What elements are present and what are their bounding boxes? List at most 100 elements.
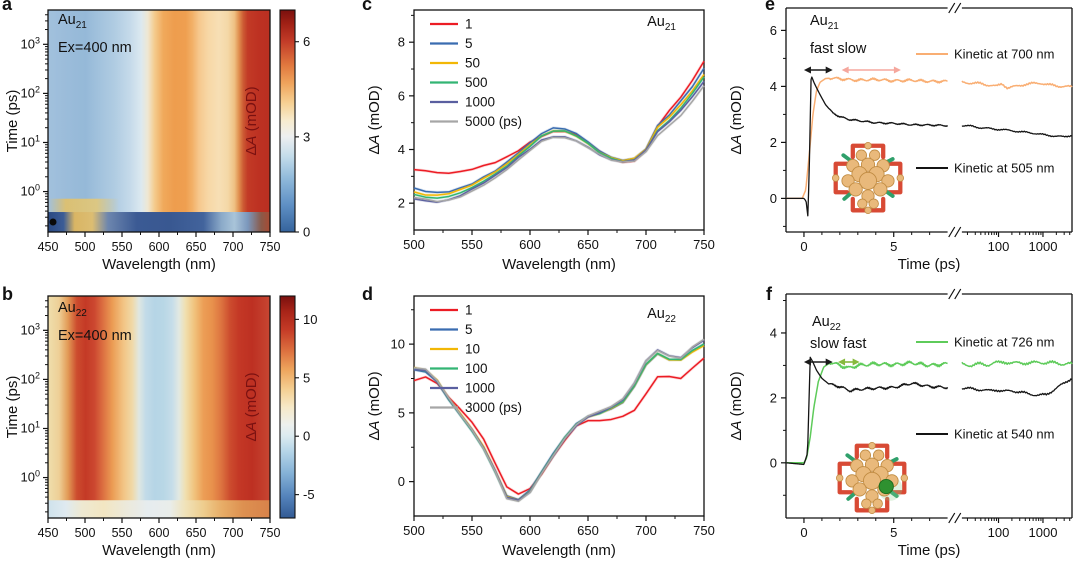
svg-text:10: 10	[465, 342, 480, 357]
panel-b-xlabel: Wavelength (nm)	[102, 542, 216, 559]
svg-text:500: 500	[403, 237, 425, 252]
panel-b-ylabel: Time (ps)	[4, 375, 21, 439]
svg-text:100: 100	[988, 525, 1010, 540]
svg-text:103: 103	[21, 35, 40, 51]
svg-text:650: 650	[577, 523, 599, 538]
svg-text:6: 6	[398, 88, 405, 103]
svg-text:1000: 1000	[465, 95, 495, 110]
panel-f-slow-fast-annotation: slow fast	[810, 336, 867, 352]
svg-text:750: 750	[693, 237, 715, 252]
svg-text:1000: 1000	[1029, 239, 1058, 254]
svg-text:750: 750	[260, 526, 281, 540]
panel-d: 500 550 600 650 700 750 0 5 10 1 5 10 100 1000 3000 (p…	[360, 284, 720, 572]
panel-c-cluster-label: Au21	[647, 14, 676, 33]
panel-b-excitation-label: Ex=400 nm	[58, 328, 132, 344]
svg-text:550: 550	[112, 240, 133, 254]
panel-c: 500 550 600 650 700 750 2 4 6 8 1 5 50 500 1000 5000 (p…	[360, 0, 720, 286]
panel-d-cluster-label: Au22	[647, 306, 676, 325]
svg-text:1: 1	[465, 303, 473, 318]
svg-text:4: 4	[398, 142, 405, 157]
panel-e-fast-slow-annotation: fast slow	[810, 41, 867, 57]
svg-text:101: 101	[21, 133, 40, 149]
svg-text:6: 6	[303, 34, 310, 49]
panel-a-colorbar-label: ΔA (mOD)	[243, 86, 260, 156]
panel-c-ylabel: ΔA (mOD)	[366, 85, 383, 155]
svg-text:4: 4	[770, 325, 777, 340]
svg-text:50: 50	[465, 56, 480, 71]
svg-text:2: 2	[770, 390, 777, 405]
svg-text:100: 100	[465, 361, 488, 376]
heatmap-a-plot: 450 500 550 600 650 700 750 100 101 102 103 0 3 6	[21, 9, 310, 254]
panel-f-ylabel: ΔA (mOD)	[728, 371, 745, 441]
panel-f-letter: f	[766, 284, 772, 304]
panel-a: 450 500 550 600 650 700 750 100 101 102 103 0 3 6 a A…	[0, 0, 360, 286]
svg-text:Kinetic at 700 nm: Kinetic at 700 nm	[954, 47, 1054, 62]
svg-text:10: 10	[391, 337, 405, 352]
svg-text:101: 101	[21, 419, 40, 435]
svg-text:2: 2	[770, 135, 777, 150]
svg-text:3000 (ps): 3000 (ps)	[465, 400, 522, 415]
panel-f: 0 5 100 1000 0 2 4 Kinetic at 726 nm Kinetic at …	[720, 284, 1080, 572]
svg-text:650: 650	[186, 526, 207, 540]
svg-text:700: 700	[223, 240, 244, 254]
panel-d-ylabel: ΔA (mOD)	[366, 371, 383, 441]
panel-a-xlabel: Wavelength (nm)	[102, 256, 216, 273]
svg-text:700: 700	[223, 526, 244, 540]
svg-text:6: 6	[770, 23, 777, 38]
svg-text:5: 5	[303, 370, 310, 385]
svg-text:100: 100	[21, 469, 40, 485]
svg-text:0: 0	[770, 191, 777, 206]
svg-text:600: 600	[519, 237, 541, 252]
svg-text:450: 450	[38, 240, 59, 254]
svg-text:102: 102	[21, 370, 40, 386]
svg-text:5: 5	[465, 322, 473, 337]
svg-text:100: 100	[21, 183, 40, 199]
svg-text:0: 0	[800, 525, 807, 540]
panel-d-xlabel: Wavelength (nm)	[502, 542, 616, 559]
svg-text:600: 600	[149, 240, 170, 254]
svg-text:500: 500	[75, 240, 96, 254]
svg-text:700: 700	[635, 237, 657, 252]
svg-text:650: 650	[577, 237, 599, 252]
svg-text:8: 8	[398, 35, 405, 50]
svg-text:3: 3	[303, 129, 310, 144]
kinetics-f-plot: 0 5 100 1000 0 2 4 Kinetic at 726 nm Kinetic at …	[770, 288, 1073, 540]
svg-text:Kinetic at 726 nm: Kinetic at 726 nm	[954, 335, 1054, 350]
svg-text:2: 2	[398, 196, 405, 211]
svg-text:103: 103	[21, 321, 40, 337]
svg-text:0: 0	[800, 239, 807, 254]
panel-a-cluster-label: Au21	[58, 12, 87, 31]
svg-text:0: 0	[303, 429, 310, 444]
svg-text:Kinetic at 540 nm: Kinetic at 540 nm	[954, 427, 1054, 442]
svg-text:500: 500	[465, 75, 488, 90]
svg-text:500: 500	[403, 523, 425, 538]
svg-text:550: 550	[461, 523, 483, 538]
panel-e-cluster-label: Au21	[810, 13, 839, 32]
svg-text:700: 700	[635, 523, 657, 538]
panel-b-letter: b	[2, 284, 13, 304]
svg-text:102: 102	[21, 84, 40, 100]
panel-b: 450 500 550 600 650 700 750 100 101 102 103 -5 0 5 10 …	[0, 284, 360, 572]
svg-text:750: 750	[693, 523, 715, 538]
panel-a-ylabel: Time (ps)	[4, 89, 21, 153]
svg-text:450: 450	[38, 526, 59, 540]
svg-text:750: 750	[260, 240, 281, 254]
kinetics-e-plot: 0 5 100 1000 0 2 4 6 Kinetic at 700 nm Kinetic at…	[770, 2, 1073, 254]
svg-text:5: 5	[465, 36, 473, 51]
panel-c-xlabel: Wavelength (nm)	[502, 256, 616, 273]
svg-text:5: 5	[890, 525, 897, 540]
svg-text:0: 0	[398, 474, 405, 489]
panel-d-letter: d	[362, 284, 373, 304]
panel-c-letter: c	[362, 0, 373, 14]
svg-text:-5: -5	[303, 487, 315, 502]
svg-text:1: 1	[465, 17, 473, 32]
svg-text:600: 600	[519, 523, 541, 538]
panel-b-colorbar-label: ΔA (mOD)	[243, 372, 260, 442]
panel-e-letter: e	[765, 0, 776, 14]
panel-f-xlabel: Time (ps)	[897, 542, 961, 559]
heatmap-b-plot: 450 500 550 600 650 700 750 100 101 102 103 -5 0 5 10	[21, 295, 317, 540]
svg-text:650: 650	[186, 240, 207, 254]
